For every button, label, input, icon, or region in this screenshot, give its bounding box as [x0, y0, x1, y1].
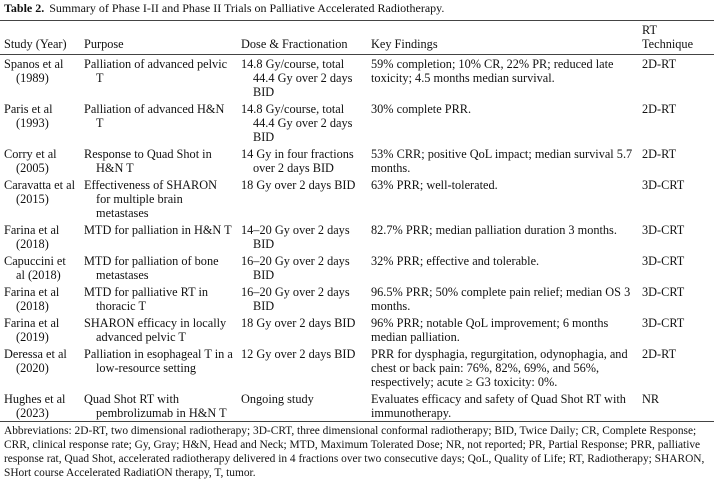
table-row: Paris et al (1993) Palliation of advanced… [0, 100, 714, 145]
table-cell: Farina et al (2018) [4, 223, 60, 251]
table-cell: Caravatta et al (2015) [4, 178, 76, 206]
table-cell: 30% complete PRR. [371, 102, 472, 116]
table-cell: Corry et al (2005) [4, 147, 57, 175]
table-cell: PRR for dysphagia, regurgitation, odynop… [371, 347, 628, 389]
table-row: Farina et al (2018) MTD for palliative RT… [0, 283, 714, 314]
table-caption: Table 2. Summary of Phase I-II and Phase … [4, 1, 444, 16]
table-cell: Palliation of advanced H&N T [84, 102, 225, 130]
column-header: Study (Year) [4, 37, 67, 51]
table-cell: Effectiveness of SHARON for multiple bra… [84, 178, 217, 220]
table-cell: 16–20 Gy over 2 days BID [241, 254, 350, 282]
table-body: Spanos et al (1989) Palliation of advance… [0, 55, 714, 422]
table-cell: 59% completion; 10% CR, 22% PR; reduced … [371, 57, 614, 85]
column-header: Dose & Fractionation [241, 37, 348, 51]
table-cell: 14.8 Gy/course, total 44.4 Gy over 2 day… [241, 57, 353, 99]
table-cell: 2D-RT [642, 147, 677, 161]
table-cell: Farina et al (2018) [4, 285, 60, 313]
table-cell: Palliation in esophageal T in a low-reso… [84, 347, 233, 375]
table-cell: NR [642, 392, 660, 406]
table-cell: MTD for palliation of bone metastases [84, 254, 219, 282]
table-row: Corry et al (2005) Response to Quad Shot … [0, 145, 714, 176]
table-row: Capuccini et al (2018) MTD for palliation… [0, 252, 714, 283]
table-cell: MTD for palliation in H&N T [84, 223, 232, 237]
table: Study (Year) Purpose Dose & Fractionation K… [0, 20, 714, 422]
table-cell: 82.7% PRR; median palliation duration 3 … [371, 223, 617, 237]
table-cell: 14 Gy in four fractions over 2 days BID [241, 147, 354, 175]
table-cell: 2D-RT [642, 57, 677, 71]
table-cell: 96.5% PRR; 50% complete pain relief; med… [371, 285, 631, 313]
column-header: RT Technique [642, 23, 694, 51]
table-cell: 2D-RT [642, 347, 677, 361]
table-cell: 16–20 Gy over 2 days BID [241, 285, 350, 313]
table-cell: 96% PRR; notable QoL improvement; 6 mont… [371, 316, 609, 344]
column-header: Purpose [84, 37, 124, 51]
table-cell: Spanos et al (1989) [4, 57, 64, 85]
table-cell: 3D-CRT [642, 178, 685, 192]
table-cell: 53% CRR; positive QoL impact; median sur… [371, 147, 633, 175]
table-cell: Hughes et al (2023) [4, 392, 66, 420]
table-cell: Quad Shot RT with pembrolizumab in H&N T [84, 392, 227, 420]
table-cell: 63% PRR; well-tolerated. [371, 178, 498, 192]
table-cell: Ongoing study [241, 392, 314, 406]
table-cell: 3D-CRT [642, 316, 685, 330]
table-cell: 3D-CRT [642, 223, 685, 237]
table-cell: Palliation of advanced pelvic T [84, 57, 228, 85]
table-cell: 3D-CRT [642, 285, 685, 299]
table-cell: 3D-CRT [642, 254, 685, 268]
table-row: Farina et al (2018) MTD for palliation in… [0, 221, 714, 252]
table-cell: Capuccini et al (2018) [4, 254, 66, 282]
table-cell: 2D-RT [642, 102, 677, 116]
table-cell: Evaluates efficacy and safety of Quad Sh… [371, 392, 626, 420]
table-cell: 18 Gy over 2 days BID [241, 178, 356, 192]
table-head: Study (Year) Purpose Dose & Fractionation K… [0, 20, 714, 55]
table-cell: Deressa et al (2020) [4, 347, 67, 375]
header-row: Study (Year) Purpose Dose & Fractionation K… [0, 20, 714, 55]
table-cell: 18 Gy over 2 days BID [241, 316, 356, 330]
table-cell: SHARON efficacy in locally advanced pelv… [84, 316, 227, 344]
table-cell: 32% PRR; effective and tolerable. [371, 254, 540, 268]
table-cell: Farina et al (2019) [4, 316, 60, 344]
column-header: Key Findings [371, 37, 438, 51]
table-row: Farina et al (2019) SHARON efficacy in lo… [0, 314, 714, 345]
table-cell: Paris et al (1993) [4, 102, 53, 130]
table-cell: 14.8 Gy/course, total 44.4 Gy over 2 day… [241, 102, 353, 144]
table-row: Deressa et al (2020) Palliation in esopha… [0, 345, 714, 390]
footnote: Abbreviations: 2D-RT, two dimensional ra… [4, 425, 705, 479]
caption-label: Table 2. [4, 1, 45, 15]
table-cell: Response to Quad Shot in H&N T [84, 147, 212, 175]
table-cell: 14–20 Gy over 2 days BID [241, 223, 350, 251]
caption-title: Summary of Phase I-II and Phase II Trial… [49, 1, 445, 15]
table-cell: 12 Gy over 2 days BID [241, 347, 356, 361]
table-row: Spanos et al (1989) Palliation of advance… [0, 55, 714, 101]
table-row: Caravatta et al (2015) Effectiveness of S… [0, 176, 714, 221]
table-row: Hughes et al (2023) Quad Shot RT with pem… [0, 390, 714, 422]
table-cell: MTD for palliative RT in thoracic T [84, 285, 209, 313]
